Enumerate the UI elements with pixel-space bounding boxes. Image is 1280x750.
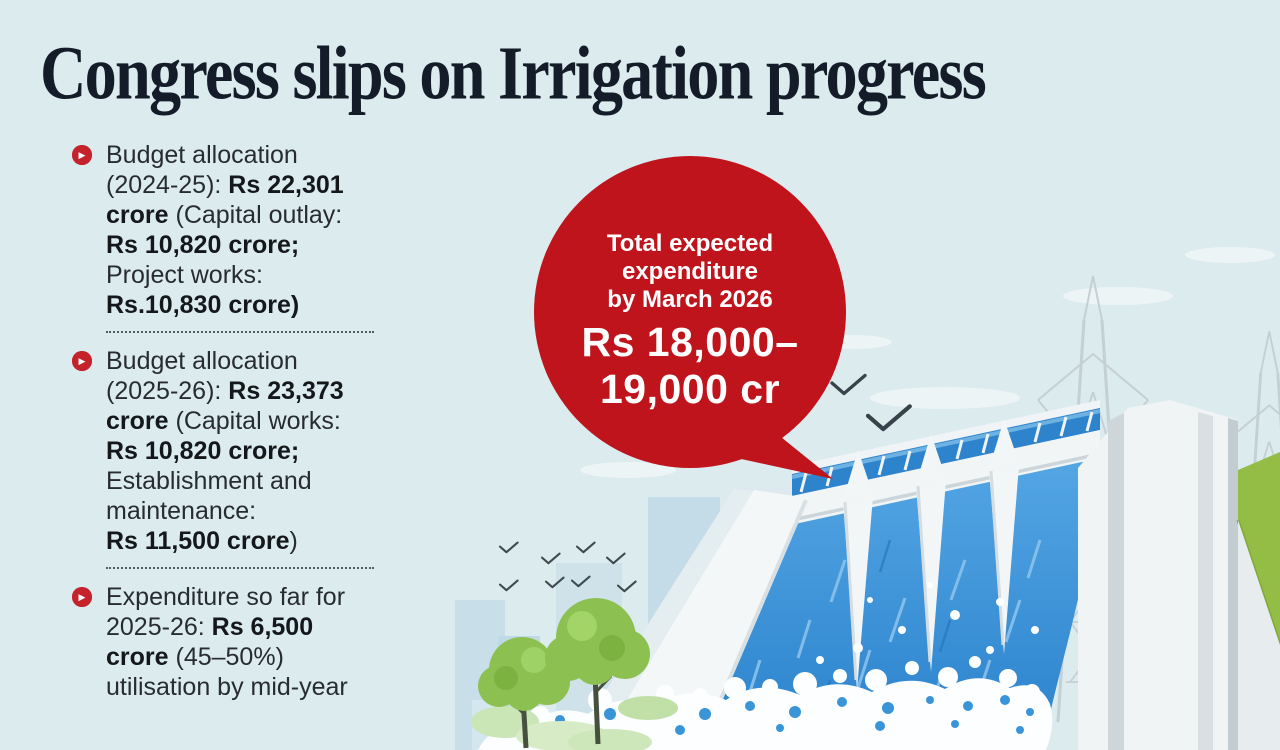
- green-hill: [1236, 452, 1280, 750]
- dotted-divider: [106, 567, 374, 569]
- water-spillway: [688, 458, 1100, 750]
- callout-heading: Total expected expenditure by March 2026: [534, 230, 846, 314]
- bullet-text: Budget allocation (2024-25): Rs 22,301 c…: [106, 141, 344, 319]
- bullet-arrow-icon: ▶: [72, 587, 92, 607]
- callout-bubble: Total expected expenditure by March 2026…: [534, 156, 846, 468]
- tree: [545, 598, 650, 745]
- bullet-text: Budget allocation (2025-26): Rs 23,373 c…: [106, 347, 344, 555]
- bullet-item-expenditure: ▶ Expenditure so far for 2025-26: Rs 6,5…: [72, 582, 408, 702]
- bullet-item-budget-2025-26: ▶ Budget allocation (2025-26): Rs 23,373…: [72, 346, 408, 556]
- callout-heading-line: Total expected: [606, 230, 774, 257]
- bullet-text: Expenditure so far for 2025-26: Rs 6,500…: [106, 583, 348, 701]
- callout-amount: Rs 18,000– 19,000 cr: [534, 319, 846, 413]
- water-foam: [478, 582, 1053, 750]
- bullet-arrow-icon: ▶: [72, 351, 92, 371]
- dam-piers: [843, 419, 1019, 690]
- city-skyline: [455, 487, 810, 750]
- bushes: [471, 696, 678, 750]
- dam-gates: [792, 408, 1100, 496]
- dotted-divider: [106, 331, 374, 333]
- dam-tower: [1078, 400, 1238, 750]
- callout-heading-line: by March 2026: [607, 286, 773, 313]
- tree: [478, 637, 570, 749]
- transmission-tower-icon: [1036, 274, 1280, 750]
- birds-flock: [498, 541, 637, 593]
- bullet-arrow-icon: ▶: [72, 145, 92, 165]
- callout-amount-line: 19,000 cr: [599, 366, 781, 412]
- page-title: Congress slips on Irrigation progress: [40, 31, 987, 116]
- callout-heading-line: expenditure: [621, 258, 759, 285]
- bullet-list: ▶ Budget allocation (2024-25): Rs 22,301…: [72, 140, 408, 702]
- callout-amount-line: Rs 18,000–: [581, 319, 799, 365]
- dam-abutment: [616, 490, 808, 736]
- bullet-item-budget-2024-25: ▶ Budget allocation (2024-25): Rs 22,301…: [72, 140, 408, 320]
